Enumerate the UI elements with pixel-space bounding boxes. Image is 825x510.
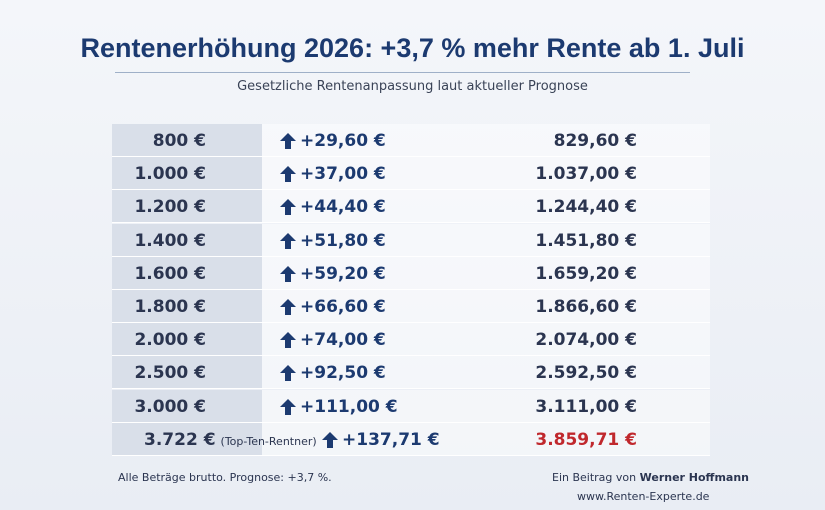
credit: Ein Beitrag von Werner Hoffmann (552, 471, 749, 484)
base-cell (112, 157, 262, 190)
website: www.Renten-Experte.de (577, 490, 710, 503)
new-amount: 1.659,20 € (535, 263, 637, 284)
footer-note: Alle Beträge brutto. Prognose: +3,7 %. (118, 471, 332, 484)
row-note: (Top-Ten-Rentner) (220, 434, 317, 448)
base-cell (112, 356, 262, 389)
increase: +44,40 € (300, 197, 386, 218)
title: Rentenerhöhung 2026: +3,7 % mehr Rente a… (80, 33, 745, 63)
base-amount: 1.600 € (134, 263, 206, 284)
new-amount: 829,60 € (553, 131, 637, 151)
up-arrow (280, 365, 296, 382)
new-amount: 2.592,50 € (535, 363, 637, 384)
subtitle: Gesetzliche Rentenanpassung laut aktuell… (237, 79, 588, 94)
increase: +66,60 € (300, 297, 386, 317)
table-row: 2.500 € +92,50 € 2.592,50 € (112, 356, 710, 390)
new-amount: 2.074,00 € (535, 330, 637, 351)
base-amount: 1.200 € (134, 197, 206, 218)
table-row: 3.000 € +111,00 € 3.111,00 € (112, 389, 710, 423)
increase: +59,20 € (300, 263, 386, 284)
table-row: 1.600 € +59,20 € 1.659,20 € (112, 256, 710, 290)
increase: +74,00 € (300, 330, 386, 351)
base-amount: 3.722 € (Top-Ten-Rentner) (144, 429, 317, 450)
base-cell (112, 223, 262, 256)
base-cell (112, 422, 262, 455)
base-amount: 3.000 € (134, 396, 206, 417)
credit-prefix: Ein Beitrag von (552, 471, 637, 484)
table-row: 1.800 € +66,60 € 1.866,60 € (112, 290, 710, 323)
up-arrow (280, 332, 296, 349)
new-amount: 1.866,60 € (535, 297, 637, 317)
base-amount: 2.000 € (134, 330, 206, 351)
base-cell (112, 290, 262, 322)
base-cell (112, 256, 262, 289)
increase: +37,00 € (300, 164, 386, 185)
increase: +51,80 € (300, 230, 386, 251)
up-arrow (322, 431, 338, 448)
table-row: 2.000 € +74,00 € 2.074,00 € (112, 323, 710, 357)
up-arrow (280, 166, 296, 183)
base-cell (112, 323, 262, 356)
increase: +29,60 € (300, 131, 386, 151)
up-arrow (280, 265, 296, 282)
table-row: 3.722 € (Top-Ten-Rentner) +137,71 € 3.859,7… (112, 422, 710, 456)
increase: +137,71 € (342, 429, 440, 450)
new-amount: 1.037,00 € (535, 164, 637, 185)
base-amount: 1.800 € (134, 297, 206, 317)
table-row: 1.200 € +44,40 € 1.244,40 € (112, 190, 710, 224)
table-row: 1.000 € +37,00 € 1.037,00 € (112, 157, 710, 191)
base-amount: 1.400 € (134, 230, 206, 251)
new-amount: 3.859,71 € (535, 429, 637, 450)
base-amount: 800 € (152, 131, 206, 151)
base-amount: 1.000 € (134, 164, 206, 185)
title-rule (115, 72, 690, 73)
up-arrow (280, 133, 296, 149)
new-amount: 3.111,00 € (535, 396, 637, 417)
up-arrow (280, 232, 296, 249)
base-cell (112, 389, 262, 422)
increase: +92,50 € (300, 363, 386, 384)
base-cell (112, 190, 262, 223)
author: Werner Hoffmann (639, 471, 750, 484)
up-arrow (280, 398, 296, 415)
table-row: 800 € +29,60 € 829,60 € (112, 124, 710, 157)
new-amount: 1.244,40 € (535, 197, 637, 218)
increase: +111,00 € (300, 396, 398, 417)
base-cell (112, 124, 262, 156)
up-arrow (280, 199, 296, 216)
table-row: 1.400 € +51,80 € 1.451,80 € (112, 223, 710, 257)
up-arrow (280, 299, 296, 315)
base-amount: 2.500 € (134, 363, 206, 384)
new-amount: 1.451,80 € (535, 230, 637, 251)
